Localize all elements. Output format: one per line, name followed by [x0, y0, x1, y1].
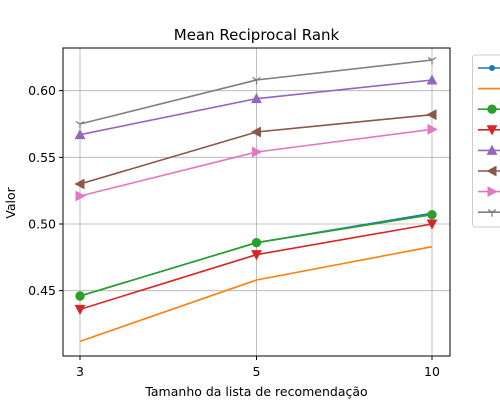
marker-triangle-right: [487, 186, 498, 198]
marker-tri-down: [487, 209, 497, 217]
x-tick-label: 5: [253, 364, 261, 379]
marker-triangle-up: [486, 144, 498, 155]
series-8: [75, 56, 437, 129]
series-2: [79, 245, 433, 343]
marker-triangle-down: [486, 125, 498, 136]
marker-triangle-down: [426, 219, 438, 230]
series-lines: [74, 56, 438, 343]
marker-triangle-left: [486, 165, 497, 177]
marker-circle: [487, 104, 497, 114]
chart-title: Mean Reciprocal Rank: [174, 26, 340, 44]
marker-point: [489, 65, 495, 71]
x-axis-label: Tamanho da lista de recomendação: [144, 384, 367, 399]
series-line: [79, 79, 433, 136]
marker-triangle-right: [427, 123, 438, 135]
marker-triangle-left: [426, 109, 437, 121]
marker-triangle-right: [252, 146, 263, 158]
series-4: [74, 219, 438, 315]
y-axis-label: Valor: [3, 186, 18, 218]
y-tick-label: 0.60: [28, 83, 56, 98]
marker-tri-down: [75, 120, 85, 129]
y-tick-label: 0.50: [28, 217, 56, 232]
series-7: [75, 123, 438, 202]
marker-circle: [427, 209, 437, 220]
legend-box: [472, 54, 500, 228]
x-tick-label: 10: [424, 364, 440, 379]
x-tick-label: 3: [76, 364, 84, 379]
series-line: [79, 223, 433, 311]
marker-circle: [251, 237, 262, 248]
series-6: [74, 109, 437, 190]
marker-circle: [75, 291, 85, 301]
marker-tri-down: [427, 56, 437, 65]
marker-triangle-up: [251, 93, 262, 104]
series-line: [79, 59, 433, 125]
axis-ticks: 3 5 10 0.45 0.50 0.55 0.60: [28, 83, 440, 379]
series-line: [79, 128, 433, 197]
marker-triangle-up: [426, 74, 438, 85]
marker-triangle-down: [251, 250, 262, 261]
marker-tri-down: [252, 76, 261, 85]
series-3: [75, 209, 437, 301]
marker-triangle-down: [74, 304, 86, 315]
legend: [472, 54, 500, 228]
marker-triangle-left: [74, 178, 85, 190]
marker-triangle-right: [75, 190, 86, 202]
series-5: [74, 74, 438, 140]
y-tick-label: 0.45: [28, 283, 56, 298]
marker-triangle-up: [74, 129, 86, 140]
marker-triangle-left: [250, 126, 261, 138]
series-line: [79, 245, 433, 343]
y-tick-label: 0.55: [28, 150, 56, 165]
